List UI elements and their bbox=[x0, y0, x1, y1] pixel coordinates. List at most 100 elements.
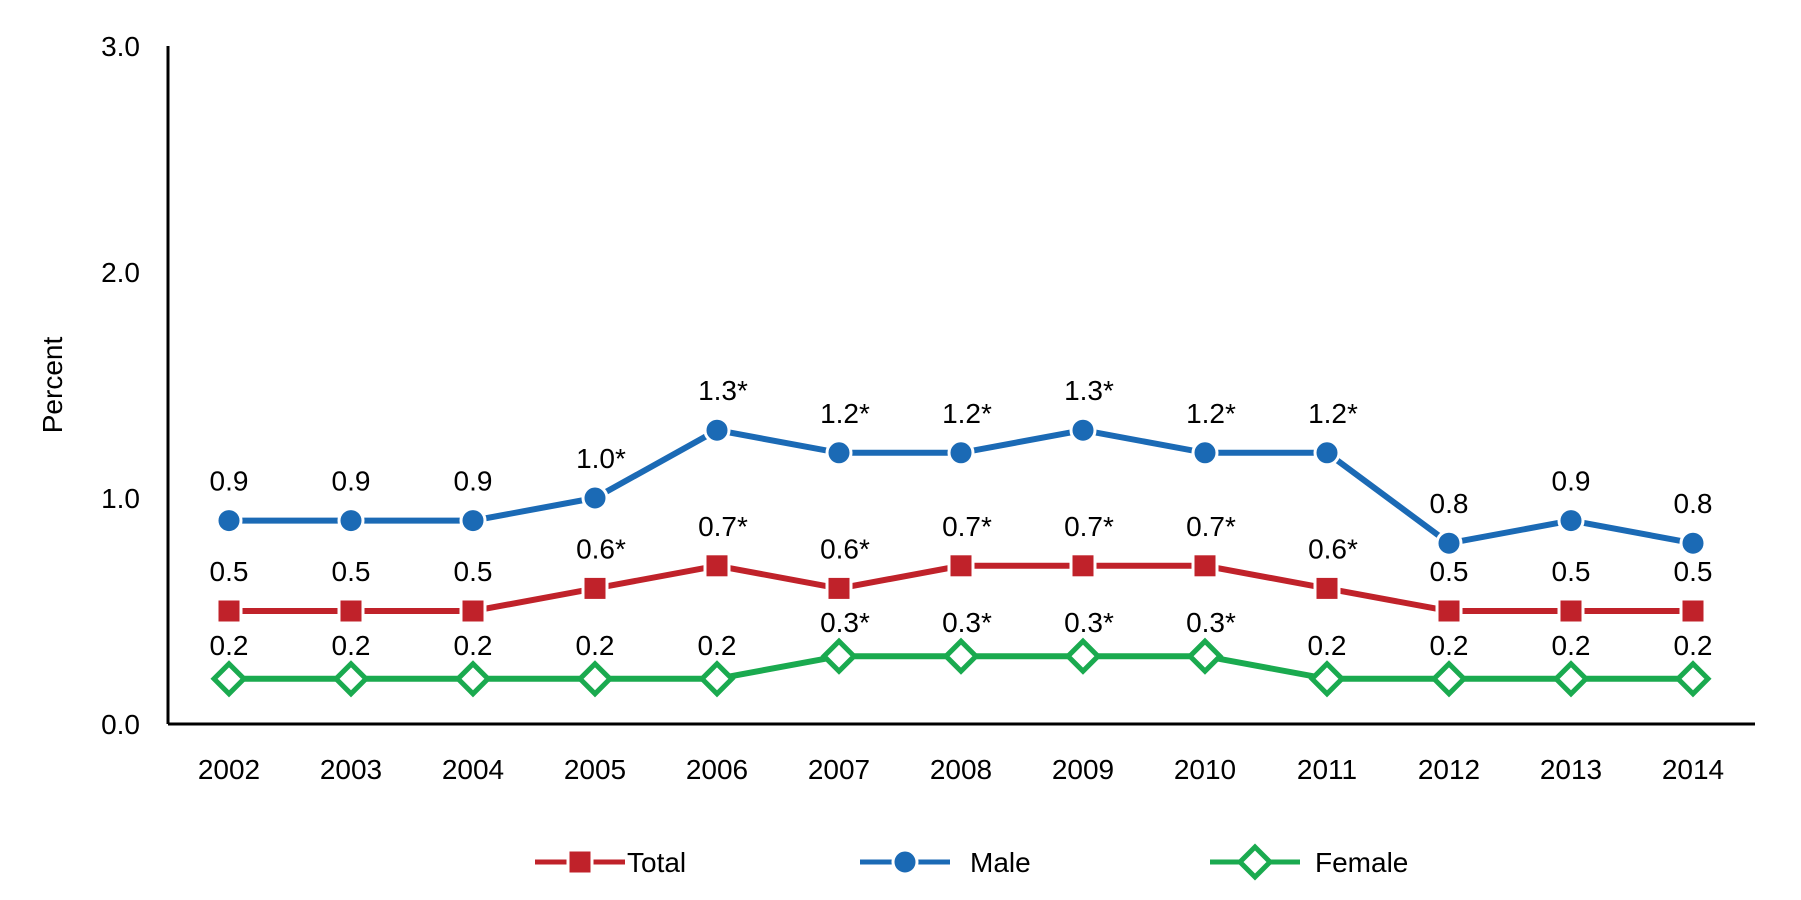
total-data-label: 0.7* bbox=[698, 511, 748, 542]
male-data-label: 1.2* bbox=[820, 398, 870, 429]
x-tick-label: 2002 bbox=[198, 754, 260, 785]
male-point bbox=[947, 439, 975, 467]
female-point bbox=[942, 637, 980, 675]
legend-label-male: Male bbox=[970, 847, 1031, 878]
total-data-label: 0.6* bbox=[820, 533, 870, 564]
total-data-label: 0.5 bbox=[332, 556, 371, 587]
male-data-label: 0.9 bbox=[1552, 466, 1591, 497]
legend-label-total: Total bbox=[627, 847, 686, 878]
female-point bbox=[820, 637, 858, 675]
x-tick-label: 2012 bbox=[1418, 754, 1480, 785]
male-point bbox=[703, 416, 731, 444]
y-tick-label: 3.0 bbox=[101, 31, 140, 62]
total-point bbox=[581, 574, 609, 602]
series-total bbox=[215, 552, 1707, 625]
female-data-label: 0.3* bbox=[820, 607, 870, 638]
female-data-label: 0.3* bbox=[1064, 607, 1114, 638]
total-data-label: 0.5 bbox=[210, 556, 249, 587]
total-data-label: 0.7* bbox=[1064, 511, 1114, 542]
total-point bbox=[947, 552, 975, 580]
female-point bbox=[576, 660, 614, 698]
x-tick-label: 2008 bbox=[930, 754, 992, 785]
male-point bbox=[1679, 529, 1707, 557]
female-data-label: 0.3* bbox=[1186, 607, 1236, 638]
total-data-label: 0.5 bbox=[1430, 556, 1469, 587]
total-data-label: 0.5 bbox=[1674, 556, 1713, 587]
total-data-label: 0.6* bbox=[1308, 533, 1358, 564]
total-point bbox=[1191, 552, 1219, 580]
total-data-label: 0.5 bbox=[1552, 556, 1591, 587]
total-data-label: 0.7* bbox=[942, 511, 992, 542]
male-data-label: 0.9 bbox=[332, 466, 371, 497]
total-data-label: 0.5 bbox=[454, 556, 493, 587]
male-point bbox=[337, 507, 365, 535]
female-point bbox=[1186, 637, 1224, 675]
female-data-label: 0.2 bbox=[576, 630, 615, 661]
legend-label-female: Female bbox=[1315, 847, 1408, 878]
total-point bbox=[1557, 597, 1585, 625]
x-tick-label: 2010 bbox=[1174, 754, 1236, 785]
series-male bbox=[215, 416, 1707, 557]
male-point bbox=[825, 439, 853, 467]
male-data-label: 1.0* bbox=[576, 443, 626, 474]
female-data-label: 0.2 bbox=[1308, 630, 1347, 661]
female-data-label: 0.2 bbox=[332, 630, 371, 661]
male-point bbox=[1435, 529, 1463, 557]
total-point bbox=[1069, 552, 1097, 580]
female-data-label: 0.2 bbox=[1430, 630, 1469, 661]
total-point bbox=[1313, 574, 1341, 602]
x-tick-label: 2011 bbox=[1297, 754, 1357, 785]
total-point bbox=[703, 552, 731, 580]
male-point bbox=[215, 507, 243, 535]
legend-item-male: Male bbox=[860, 847, 1031, 878]
female-point bbox=[1430, 660, 1468, 698]
male-data-label: 0.9 bbox=[454, 466, 493, 497]
female-data-label: 0.2 bbox=[210, 630, 249, 661]
male-point bbox=[1069, 416, 1097, 444]
total-point bbox=[459, 597, 487, 625]
female-data-label: 0.2 bbox=[1674, 630, 1713, 661]
x-tick-label: 2004 bbox=[442, 754, 504, 785]
total-point bbox=[1435, 597, 1463, 625]
legend-item-total: Total bbox=[535, 847, 686, 878]
female-point bbox=[1308, 660, 1346, 698]
female-point bbox=[210, 660, 248, 698]
male-point bbox=[1191, 439, 1219, 467]
female-data-label: 0.2 bbox=[1552, 630, 1591, 661]
y-tick-label: 1.0 bbox=[101, 483, 140, 514]
x-tick-label: 2014 bbox=[1662, 754, 1724, 785]
male-data-label: 1.3* bbox=[698, 375, 748, 406]
female-point bbox=[1674, 660, 1712, 698]
y-tick-label: 0.0 bbox=[101, 709, 140, 740]
y-axis-label: Percent bbox=[37, 337, 68, 434]
male-data-label: 0.9 bbox=[210, 466, 249, 497]
x-tick-label: 2009 bbox=[1052, 754, 1114, 785]
female-point bbox=[1552, 660, 1590, 698]
x-tick-label: 2013 bbox=[1540, 754, 1602, 785]
female-point bbox=[1064, 637, 1102, 675]
total-point bbox=[825, 574, 853, 602]
series-female bbox=[210, 637, 1712, 698]
male-data-label: 1.3* bbox=[1064, 375, 1114, 406]
x-tick-label: 2007 bbox=[808, 754, 870, 785]
total-point bbox=[337, 597, 365, 625]
y-tick-label: 2.0 bbox=[101, 257, 140, 288]
total-point bbox=[1679, 597, 1707, 625]
female-data-label: 0.3* bbox=[942, 607, 992, 638]
male-data-label: 1.2* bbox=[1186, 398, 1236, 429]
female-point bbox=[332, 660, 370, 698]
female-data-label: 0.2 bbox=[454, 630, 493, 661]
total-point bbox=[215, 597, 243, 625]
x-tick-label: 2005 bbox=[564, 754, 626, 785]
male-point bbox=[1557, 507, 1585, 535]
female-data-label: 0.2 bbox=[698, 630, 737, 661]
legend-marker-female bbox=[1236, 843, 1274, 881]
legend-item-female: Female bbox=[1210, 843, 1408, 881]
male-point bbox=[1313, 439, 1341, 467]
male-data-label: 0.8 bbox=[1430, 488, 1469, 519]
legend-marker-male bbox=[891, 848, 919, 876]
female-point bbox=[454, 660, 492, 698]
male-data-label: 1.2* bbox=[1308, 398, 1358, 429]
male-data-label: 1.2* bbox=[942, 398, 992, 429]
